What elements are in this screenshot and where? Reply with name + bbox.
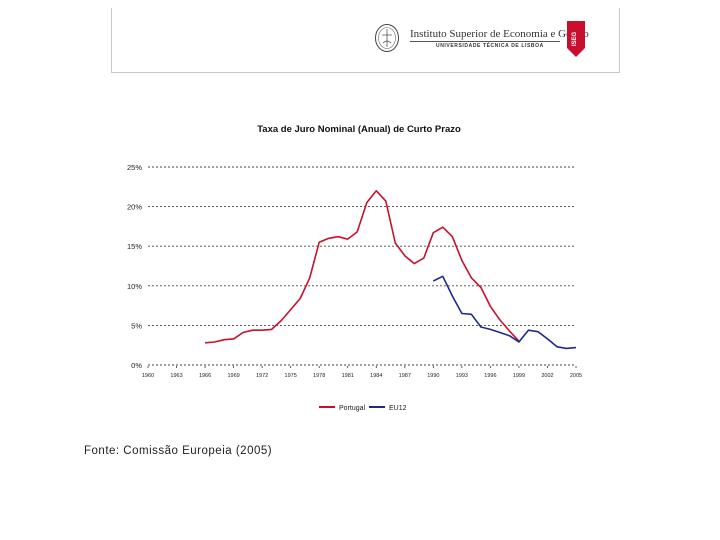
series-line-portugal xyxy=(205,190,520,344)
institution-name: Instituto Superior de Economia e Gestão xyxy=(410,28,589,40)
x-tick-label: 1993 xyxy=(456,373,468,379)
y-tick-label: 20% xyxy=(127,203,142,212)
legend-label-portugal: Portugal xyxy=(339,405,366,412)
source-note: Fonte: Comissão Europeia (2005) xyxy=(84,445,273,457)
x-tick-label: 1966 xyxy=(199,373,211,379)
x-tick-label: 1984 xyxy=(370,373,382,379)
university-name: UNIVERSIDADE TÉCNICA DE LISBOA xyxy=(436,43,544,49)
x-tick-label: 1981 xyxy=(342,373,354,379)
x-tick-label: 1987 xyxy=(399,373,411,379)
series-line-eu12 xyxy=(432,275,577,350)
x-tick-label: 2002 xyxy=(541,373,553,379)
iseg-crest-logo: ISEG xyxy=(567,21,585,57)
chart-title: Taxa de Juro Nominal (Anual) de Curto Pr… xyxy=(257,124,461,135)
x-tick-label: 1978 xyxy=(313,373,325,379)
x-tick-label: 1996 xyxy=(484,373,496,379)
x-tick-label: 1990 xyxy=(427,373,439,379)
y-tick-label: 0% xyxy=(131,361,142,370)
y-tick-label: 25% xyxy=(127,163,142,172)
x-tick-label: 1999 xyxy=(513,373,525,379)
y-tick-label: 5% xyxy=(131,321,142,330)
institution-rule xyxy=(410,41,560,42)
x-tick-label: 2005 xyxy=(570,373,582,379)
legend-label-eu12: EU12 xyxy=(389,405,407,412)
x-tick-label: 1960 xyxy=(142,373,154,379)
x-tick-label: 1975 xyxy=(285,373,297,379)
header-frame xyxy=(111,8,620,73)
institution-seal-icon xyxy=(375,24,399,52)
y-tick-label: 15% xyxy=(127,242,142,251)
x-tick-label: 1972 xyxy=(256,373,268,379)
interest-rate-chart: Taxa de Juro Nominal (Anual) de Curto Pr… xyxy=(127,124,582,412)
x-tick-label: 1963 xyxy=(170,373,182,379)
y-tick-label: 10% xyxy=(127,282,142,291)
crest-text: ISEG xyxy=(572,32,578,47)
x-tick-label: 1969 xyxy=(227,373,239,379)
